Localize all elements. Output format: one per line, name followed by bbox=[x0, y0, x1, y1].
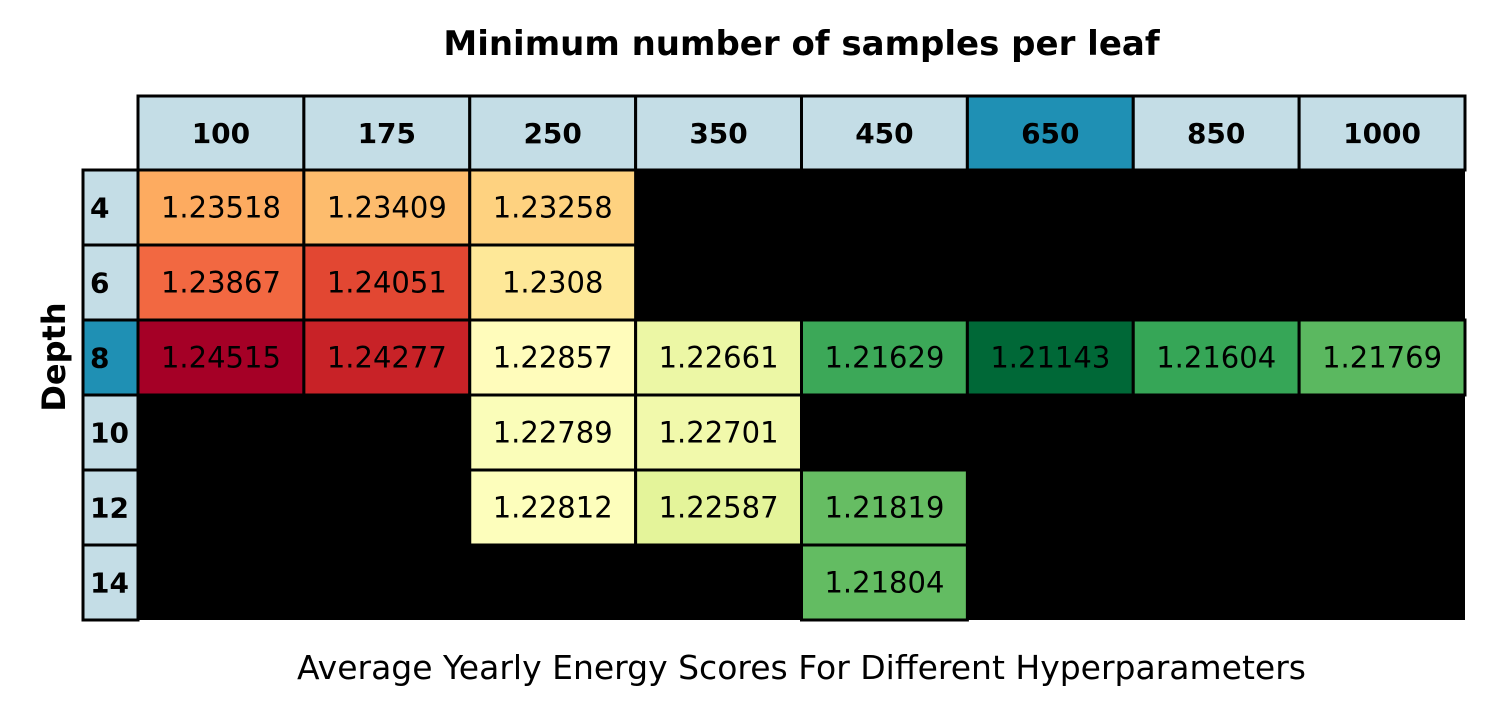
heatmap-cell bbox=[1297, 318, 1467, 397]
heatmap-cell bbox=[136, 243, 306, 322]
cell-value-label: 1.24277 bbox=[327, 341, 447, 375]
cell-value-label: 1.21629 bbox=[824, 341, 944, 375]
cell-value-label: 1.22812 bbox=[493, 491, 613, 525]
column-header-label: 1000 bbox=[1343, 117, 1421, 150]
cell-value-label: 1.21143 bbox=[990, 341, 1110, 375]
column-header-cell bbox=[1131, 94, 1301, 172]
cell-value-label: 1.22789 bbox=[493, 416, 613, 450]
column-header-label: 450 bbox=[855, 117, 913, 150]
chart-caption: Average Yearly Energy Scores For Differe… bbox=[297, 648, 1306, 687]
cell-value-label: 1.21769 bbox=[1322, 341, 1442, 375]
column-header-label: 175 bbox=[358, 117, 416, 150]
row-header-label: 14 bbox=[90, 567, 129, 600]
heatmap-cell bbox=[468, 243, 638, 322]
row-header-label: 10 bbox=[90, 417, 129, 450]
cell-value-label: 1.21604 bbox=[1156, 341, 1276, 375]
row-header-label: 8 bbox=[90, 342, 109, 375]
cell-value-label: 1.24051 bbox=[327, 266, 447, 300]
cell-value-label: 1.23867 bbox=[161, 266, 281, 300]
column-header-label: 250 bbox=[523, 117, 581, 150]
row-header-label: 6 bbox=[90, 267, 109, 300]
column-header-label: 850 bbox=[1187, 117, 1245, 150]
row-header-cell bbox=[81, 393, 140, 472]
cell-value-label: 1.23409 bbox=[327, 191, 447, 225]
cell-value-label: 1.22587 bbox=[659, 491, 779, 525]
column-header-cell bbox=[965, 94, 1135, 172]
cell-value-label: 1.22661 bbox=[659, 341, 779, 375]
cell-value-label: 1.23518 bbox=[161, 191, 281, 225]
column-header-label: 350 bbox=[689, 117, 747, 150]
cell-value-label: 1.21804 bbox=[824, 566, 944, 600]
row-header-cell bbox=[81, 468, 140, 547]
cell-value-label: 1.23258 bbox=[493, 191, 613, 225]
row-header-cell bbox=[81, 243, 140, 322]
heatmap-cell bbox=[468, 318, 638, 397]
row-header-cell bbox=[81, 543, 140, 622]
column-header-label: 100 bbox=[192, 117, 250, 150]
heatmap-cell bbox=[1131, 318, 1301, 397]
heatmap-cell bbox=[634, 393, 803, 472]
heatmap-cell bbox=[634, 468, 803, 547]
heatmap-cell bbox=[468, 468, 638, 547]
column-header-cell bbox=[634, 94, 803, 172]
heatmap-cell bbox=[468, 168, 638, 247]
cell-value-label: 1.24515 bbox=[161, 341, 281, 375]
heatmap-cell bbox=[965, 318, 1135, 397]
cell-value-label: 1.22701 bbox=[659, 416, 779, 450]
row-header-label: 12 bbox=[90, 492, 129, 525]
cell-value-label: 1.21819 bbox=[824, 491, 944, 525]
cell-value-label: 1.2308 bbox=[502, 266, 603, 300]
chart-title: Minimum number of samples per leaf bbox=[443, 24, 1160, 64]
row-header-label: 4 bbox=[90, 192, 109, 225]
heatmap-cell bbox=[634, 318, 803, 397]
column-header-cell bbox=[800, 94, 969, 172]
column-header-label: 650 bbox=[1021, 117, 1079, 150]
cell-value-label: 1.22857 bbox=[493, 341, 613, 375]
heatmap-cell bbox=[800, 543, 969, 622]
heatmap-cell bbox=[800, 468, 969, 547]
column-header-cell bbox=[1297, 94, 1467, 172]
